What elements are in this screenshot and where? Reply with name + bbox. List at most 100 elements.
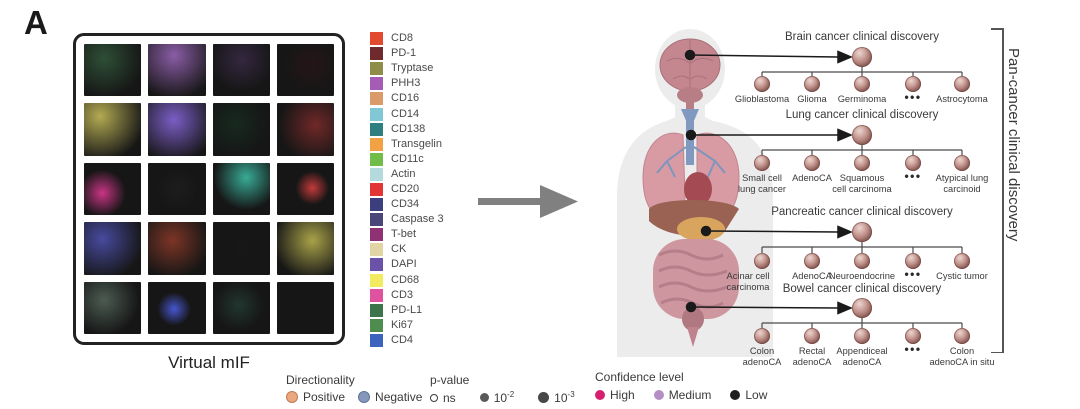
marker-swatch-icon <box>370 152 383 166</box>
tree-child-node <box>804 76 820 92</box>
legend-item-ns: ns <box>430 391 456 405</box>
tree-child-label: Glioma <box>797 94 827 104</box>
tree-child-node <box>954 328 970 344</box>
mif-tile-5 <box>84 103 142 156</box>
positive-dot-icon <box>286 391 298 403</box>
legend-item-high: High <box>595 388 635 402</box>
marker-row-cd3: CD3 <box>370 288 444 303</box>
marker-name: CD8 <box>391 32 414 45</box>
tree-child-node <box>905 76 921 92</box>
bracket-line <box>1002 28 1004 353</box>
tree-child-label: Appendiceal adenoCA <box>836 346 888 367</box>
mif-tile-3 <box>212 44 270 97</box>
marker-row-cd20: CD20 <box>370 182 444 197</box>
tree-child-node <box>905 328 921 344</box>
mif-tile-12 <box>276 162 334 216</box>
marker-name: CD3 <box>391 288 414 301</box>
marker-row-cd14: CD14 <box>370 106 444 121</box>
tree-child-label: AdenoCA <box>792 173 832 183</box>
marker-row-cd8: CD8 <box>370 31 444 46</box>
legend-item-positive: Positive <box>286 390 345 404</box>
marker-swatch-icon <box>370 288 383 302</box>
mif-tile-9 <box>84 162 142 216</box>
tree-child-node <box>754 76 770 92</box>
marker-swatch-icon <box>370 213 383 227</box>
ellipsis-label: ••• <box>904 267 922 281</box>
tree-root-node <box>852 222 872 242</box>
marker-row-actin: Actin <box>370 167 444 182</box>
marker-name: CD68 <box>391 273 420 286</box>
marker-name: CD14 <box>391 107 420 120</box>
legend-item-negative: Negative <box>358 390 422 404</box>
marker-row-cd16: CD16 <box>370 91 444 106</box>
tree-child-label: Atypical lung carcinoid <box>935 173 989 194</box>
legend-confidence-title: Confidence level <box>595 370 684 384</box>
tree-child-node <box>804 253 820 269</box>
marker-row-ck: CK <box>370 242 444 257</box>
pan-cancer-label: Pan-cancer clinical discovery <box>1005 48 1022 242</box>
tree-child-node <box>804 155 820 171</box>
bracket-tick-bottom <box>991 351 1004 353</box>
marker-row-pd-l1: PD-L1 <box>370 303 444 318</box>
legend-directionality: Directionality Positive Negative <box>286 373 422 404</box>
mif-tile-7 <box>212 103 270 156</box>
tree-child-label: Colon adenoCA <box>742 346 782 367</box>
tree-root-node <box>852 125 872 145</box>
ns-dot-icon <box>430 393 438 402</box>
tree-title: Pancreatic cancer clinical discovery <box>771 206 953 218</box>
tree-child-label: Cystic tumor <box>936 271 988 281</box>
tree-child-label: Colon adenoCA in situ <box>929 346 995 367</box>
tree-root-node <box>852 298 872 318</box>
marker-name: CD20 <box>391 182 420 195</box>
marker-name: CD16 <box>391 92 420 105</box>
legend-item-p2: 10-2 <box>479 390 514 405</box>
organ-arrows <box>684 49 853 315</box>
marker-row-cd11c: CD11c <box>370 152 444 167</box>
mif-tile-13 <box>84 222 142 275</box>
negative-dot-icon <box>358 391 371 403</box>
marker-swatch-icon <box>370 32 383 46</box>
marker-name: CD34 <box>391 198 420 211</box>
tree-root-node <box>852 47 872 67</box>
tree-child-node <box>954 253 970 269</box>
marker-swatch-icon <box>370 273 383 287</box>
tree-child-node <box>754 155 770 171</box>
marker-row-caspase-3: Caspase 3 <box>370 212 444 227</box>
tree-child-label: Small cell lung cancer <box>737 173 787 194</box>
legend-item-p3: 10-3 <box>538 390 575 405</box>
tree-child-node <box>754 328 770 344</box>
marker-swatch-icon <box>370 137 383 151</box>
legend-pvalue-title: p-value <box>430 373 470 387</box>
tree-child-node <box>754 253 770 269</box>
legend-confidence: Confidence level High Medium Low <box>595 370 767 402</box>
marker-name: CK <box>391 243 407 256</box>
tree-child-node <box>905 253 921 269</box>
legend-directionality-title: Directionality <box>286 373 355 387</box>
marker-row-tryptase: Tryptase <box>370 61 444 76</box>
mif-tile-4 <box>276 44 334 97</box>
mif-tile-20 <box>276 281 334 334</box>
tree-child-label: Germinoma <box>837 94 887 104</box>
mif-image-grid <box>73 33 345 345</box>
tree-child-node <box>854 328 870 344</box>
tree-child-label: Squamous cell carcinoma <box>832 173 892 194</box>
legend-pvalue: p-value ns 10-2 10-3 <box>430 373 575 405</box>
marker-row-phh3: PHH3 <box>370 76 444 91</box>
marker-row-dapi: DAPI <box>370 257 444 272</box>
tree-child-node <box>954 155 970 171</box>
tree-child-node <box>804 328 820 344</box>
marker-name: CD138 <box>391 122 426 135</box>
mif-caption: Virtual mIF <box>168 353 250 372</box>
mif-tile-8 <box>276 103 334 156</box>
marker-name: DAPI <box>391 258 417 271</box>
marker-swatch-icon <box>370 92 383 106</box>
marker-name: T-bet <box>391 228 417 241</box>
marker-swatch-icon <box>370 167 383 181</box>
tree-child-label: AdenoCA <box>792 271 832 281</box>
marker-swatch-icon <box>370 122 383 136</box>
tree-child-node <box>854 155 870 171</box>
tree-title: Bowel cancer clinical discovery <box>782 283 942 295</box>
mif-tile-15 <box>212 222 270 275</box>
marker-row-cd34: CD34 <box>370 197 444 212</box>
